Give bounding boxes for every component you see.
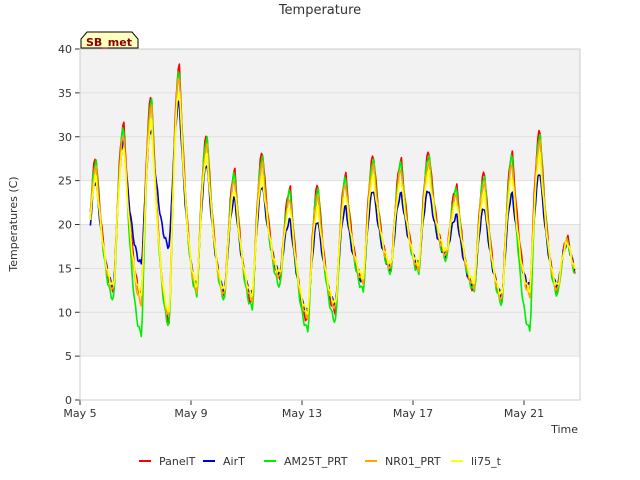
y-tick-label: 35	[58, 87, 72, 100]
y-tick-label: 20	[58, 219, 72, 232]
x-axis: May 5 May 9 May 13 May 17 May 21	[63, 400, 544, 420]
x-tick-label: May 21	[504, 407, 544, 420]
grid-band	[80, 356, 580, 400]
grid-band	[80, 136, 580, 181]
site-badge: SB_met	[80, 31, 139, 49]
legend-label-li75_t: li75_t	[471, 455, 502, 468]
x-tick-label: May 5	[63, 407, 96, 420]
plot-background-bands	[80, 48, 580, 401]
legend-label-PanelT: PanelT	[159, 455, 196, 468]
chart-title: Temperature	[278, 3, 361, 18]
legend: PanelT AirT AM25T_PRT NR01_PRT li75_t	[139, 455, 502, 468]
legend-label-NR01_PRT: NR01_PRT	[385, 455, 441, 468]
x-axis-title: Time	[550, 423, 578, 436]
grid-band	[80, 49, 580, 93]
plot-frame	[79, 48, 581, 401]
y-axis: 0 5 10 15 20 25 30 35 40	[58, 43, 80, 407]
series-line-li75_t	[89, 91, 576, 315]
grid-band	[80, 180, 580, 225]
series-lines	[89, 63, 576, 338]
legend-label-AirT: AirT	[223, 455, 245, 468]
x-tick-label: May 9	[174, 407, 207, 420]
y-tick-label: 5	[65, 350, 72, 363]
y-tick-label: 25	[58, 175, 72, 188]
grid-band	[80, 92, 580, 137]
site-badge-label: SB_met	[86, 36, 132, 49]
y-tick-label: 10	[58, 306, 72, 319]
y-tick-label: 15	[58, 262, 72, 275]
y-axis-title: Temperatures (C)	[7, 176, 20, 272]
y-tick-label: 40	[58, 43, 72, 56]
y-tick-label: 30	[58, 131, 72, 144]
legend-label-AM25T_PRT: AM25T_PRT	[284, 455, 348, 468]
grid-band	[80, 312, 580, 357]
x-tick-label: May 13	[282, 407, 322, 420]
x-tick-label: May 17	[393, 407, 433, 420]
y-tick-label: 0	[65, 394, 72, 407]
